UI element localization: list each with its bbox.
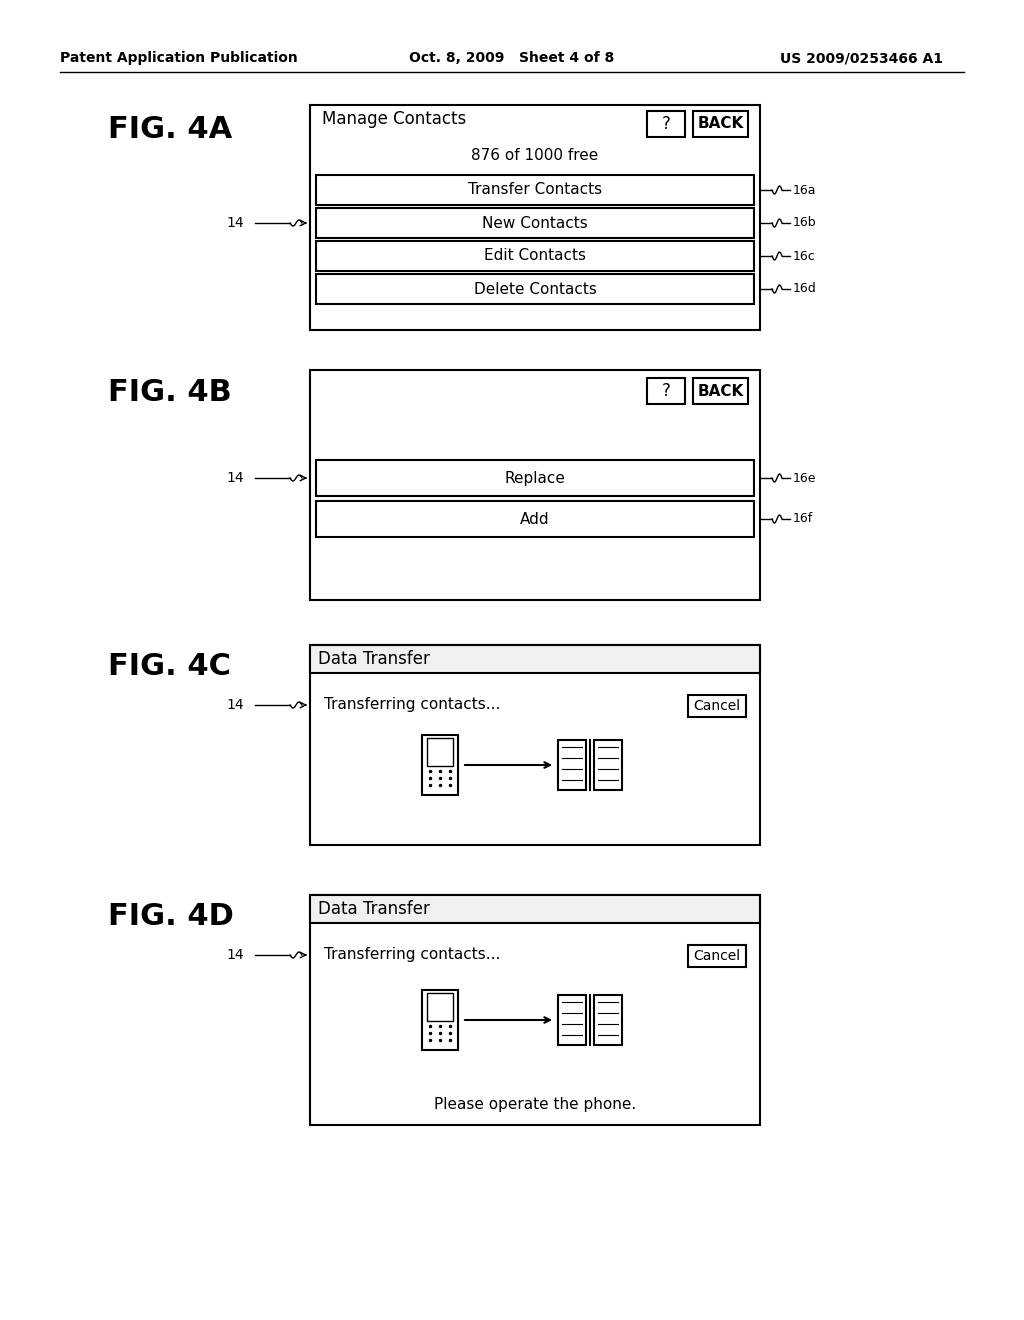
Bar	[427, 738, 453, 766]
Bar	[422, 990, 458, 1049]
Bar	[594, 741, 622, 789]
Text: Delete Contacts: Delete Contacts	[473, 281, 596, 297]
Bar	[688, 945, 746, 968]
Text: Oct. 8, 2009   Sheet 4 of 8: Oct. 8, 2009 Sheet 4 of 8	[410, 51, 614, 65]
Text: Patent Application Publication: Patent Application Publication	[60, 51, 298, 65]
Bar	[647, 378, 685, 404]
Text: Transfer Contacts: Transfer Contacts	[468, 182, 602, 198]
Text: FIG. 4B: FIG. 4B	[108, 378, 231, 407]
Text: Edit Contacts: Edit Contacts	[484, 248, 586, 264]
Text: BACK: BACK	[697, 384, 743, 399]
Text: Cancel: Cancel	[693, 949, 740, 964]
Text: FIG. 4C: FIG. 4C	[108, 652, 231, 681]
Text: Data Transfer: Data Transfer	[318, 900, 430, 917]
Text: Replace: Replace	[505, 470, 565, 486]
Bar	[316, 275, 754, 304]
Bar	[693, 378, 748, 404]
Text: Add: Add	[520, 511, 550, 527]
Bar	[310, 645, 760, 673]
Bar	[422, 735, 458, 795]
Text: ?: ?	[662, 115, 671, 133]
Bar	[558, 995, 586, 1045]
Text: Transferring contacts...: Transferring contacts...	[324, 948, 501, 962]
Bar	[310, 895, 760, 1125]
Text: 16f: 16f	[793, 512, 813, 525]
Text: New Contacts: New Contacts	[482, 215, 588, 231]
Bar	[316, 209, 754, 238]
Text: Data Transfer: Data Transfer	[318, 649, 430, 668]
Text: BACK: BACK	[697, 116, 743, 132]
Text: 876 of 1000 free: 876 of 1000 free	[471, 148, 599, 162]
Bar	[310, 370, 760, 601]
Bar	[594, 995, 622, 1045]
Text: 16e: 16e	[793, 471, 816, 484]
Bar	[310, 895, 760, 923]
Text: US 2009/0253466 A1: US 2009/0253466 A1	[780, 51, 943, 65]
Text: Please operate the phone.: Please operate the phone.	[434, 1097, 636, 1113]
Text: 16b: 16b	[793, 216, 816, 230]
Bar	[647, 111, 685, 137]
Text: 16d: 16d	[793, 282, 817, 296]
Bar	[316, 242, 754, 271]
Text: ?: ?	[662, 381, 671, 400]
Text: Transferring contacts...: Transferring contacts...	[324, 697, 501, 713]
Text: 14: 14	[226, 216, 244, 230]
Text: 14: 14	[226, 948, 244, 962]
Text: FIG. 4D: FIG. 4D	[108, 902, 233, 931]
Bar	[316, 176, 754, 205]
Bar	[558, 741, 586, 789]
Bar	[310, 645, 760, 845]
Text: 14: 14	[226, 698, 244, 711]
Bar	[310, 106, 760, 330]
Bar	[316, 459, 754, 496]
Text: 14: 14	[226, 471, 244, 484]
Text: FIG. 4A: FIG. 4A	[108, 115, 232, 144]
Text: 16a: 16a	[793, 183, 816, 197]
Text: Manage Contacts: Manage Contacts	[322, 110, 466, 128]
Bar	[688, 696, 746, 717]
Bar	[427, 993, 453, 1020]
Text: Cancel: Cancel	[693, 700, 740, 713]
Bar	[316, 502, 754, 537]
Text: 16c: 16c	[793, 249, 816, 263]
Bar	[693, 111, 748, 137]
